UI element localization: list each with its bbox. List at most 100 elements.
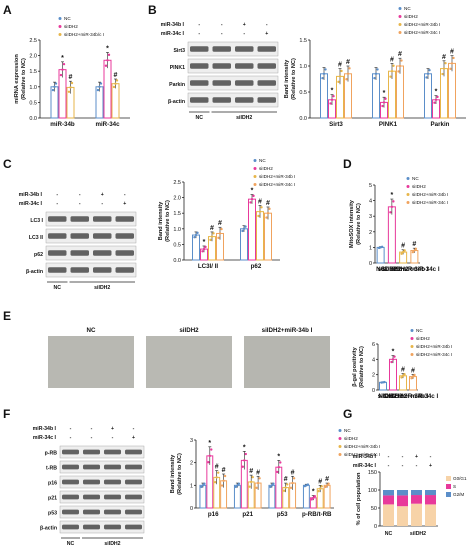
y-tick-label-e: 2: [372, 373, 375, 379]
blot-band-f: [83, 464, 100, 470]
legend-label-c: siIDH2+miR-34c I: [259, 182, 295, 187]
data-point-f: [203, 482, 206, 485]
image-label-siidh2: siIDH2: [179, 327, 199, 334]
data-point-f: [289, 486, 293, 490]
data-point-b: [390, 70, 394, 73]
legend-label-g: G0/G1: [453, 476, 467, 481]
treatment-mark-b: +: [265, 31, 268, 37]
data-point-f: [317, 489, 320, 493]
blot-strip-f: [59, 475, 145, 489]
blot-band-f: [83, 524, 100, 530]
blot-strip-f: [59, 490, 145, 504]
blot-band-f: [62, 494, 79, 500]
data-point-f: [313, 495, 316, 498]
y-tick-label-f: 0: [190, 506, 193, 512]
data-point-c: [201, 250, 204, 253]
blot-band-f: [83, 494, 100, 500]
treatment-mark-g: +: [415, 454, 418, 460]
blot-strip-c: [45, 245, 137, 261]
blot-strip-c: [45, 262, 137, 278]
y-axis-label-unit-e: (Relative to NC): [359, 346, 365, 388]
data-point-b: [348, 67, 351, 70]
blot-strip-b: [187, 58, 279, 74]
data-point-f: [223, 474, 227, 478]
data-point-c: [258, 210, 262, 213]
data-point-f: [320, 485, 323, 488]
data-point-f: [215, 476, 218, 479]
treatment-mark-f: +: [132, 435, 135, 441]
data-point-b: [434, 98, 438, 102]
significance-mark-e: #: [411, 367, 415, 374]
y-tick-label-f: 2: [190, 461, 193, 467]
band-label-f: t-RB: [46, 465, 57, 471]
x-tick-label-a: miR-34c: [95, 121, 120, 128]
blot-band-f: [104, 524, 121, 530]
legend-label-f: siIDH2+miR-34b I: [344, 444, 380, 449]
data-point-a: [69, 86, 72, 89]
data-point-f: [272, 482, 275, 485]
data-point-a: [59, 73, 63, 77]
legend-label-d: siIDH2+miR-34c I: [412, 200, 448, 205]
blot-band-b: [212, 63, 231, 69]
treatment-label-g: miR-34b I: [353, 454, 377, 460]
y-tick-label-d: 1: [369, 245, 372, 251]
data-point-f: [286, 483, 289, 486]
legend-label-b: siIDH2+miR-34c I: [404, 30, 440, 35]
blot-band-f: [104, 464, 121, 470]
significance-mark-f: #: [291, 469, 295, 476]
data-point-c: [249, 201, 252, 204]
treatment-mark-c: -: [56, 192, 58, 198]
x-tick-label-e: siIDH2: [383, 393, 403, 400]
treatment-mark-b: +: [243, 22, 246, 28]
legend-swatch-a: [58, 17, 62, 20]
micrograph-nc: [48, 336, 134, 388]
legend-swatch-b: [398, 23, 402, 26]
significance-mark-c: #: [210, 225, 214, 232]
y-tick-label-a: 1.5: [29, 69, 37, 75]
legend-swatch-f: [338, 453, 342, 456]
stack-segment-g: [411, 495, 422, 504]
y-tick-label-c: 2.0: [173, 196, 181, 202]
treatment-mark-c: -: [56, 201, 58, 207]
legend-swatch-f: [338, 437, 342, 440]
data-point-c: [241, 229, 244, 233]
y-tick-label-f: 3: [190, 438, 193, 444]
image-label-nc: NC: [87, 327, 96, 334]
blot-band-b: [190, 97, 209, 103]
legend-swatch-c: [253, 175, 257, 178]
data-point-c: [193, 236, 196, 239]
data-point-f: [210, 448, 213, 451]
group-label-f: NC: [67, 541, 75, 547]
band-label-f: p21: [48, 495, 57, 501]
stack-segment-g: [383, 490, 394, 496]
legend-swatch-g: [446, 492, 451, 497]
legend-swatch-a: [58, 33, 62, 36]
legend-label-b: siIDH2+miR-34b I: [404, 22, 440, 27]
band-label-f: p-RB: [45, 450, 58, 456]
significance-mark-e: *: [392, 349, 395, 356]
treatment-mark-f: -: [70, 435, 72, 441]
data-point-b: [381, 104, 384, 108]
data-point-b: [321, 76, 324, 80]
blot-band-f: [62, 479, 79, 485]
data-point-b: [329, 102, 332, 105]
blot-band-f: [104, 479, 121, 485]
data-point-f: [248, 485, 251, 488]
data-point-a: [61, 68, 64, 71]
y-tick-label-c: 2.5: [173, 180, 181, 186]
significance-mark-d: *: [391, 192, 394, 199]
y-tick-label-c: 0.0: [173, 258, 181, 264]
panel-letter-f: F: [3, 407, 10, 421]
blot-band-b: [257, 80, 276, 86]
group-label-b: NC: [196, 115, 204, 121]
significance-mark-f: #: [256, 469, 260, 476]
legend-swatch-d: [406, 201, 410, 204]
significance-mark-d: #: [412, 241, 416, 248]
data-point-b: [389, 75, 392, 78]
y-axis-label-g: % of cell population: [356, 472, 362, 525]
treatment-mark-c: -: [79, 201, 81, 207]
x-tick-label-f: p53: [277, 511, 288, 518]
data-point-b: [346, 72, 350, 76]
blot-band-c: [93, 250, 112, 256]
legend-label-c: NC: [259, 158, 266, 163]
